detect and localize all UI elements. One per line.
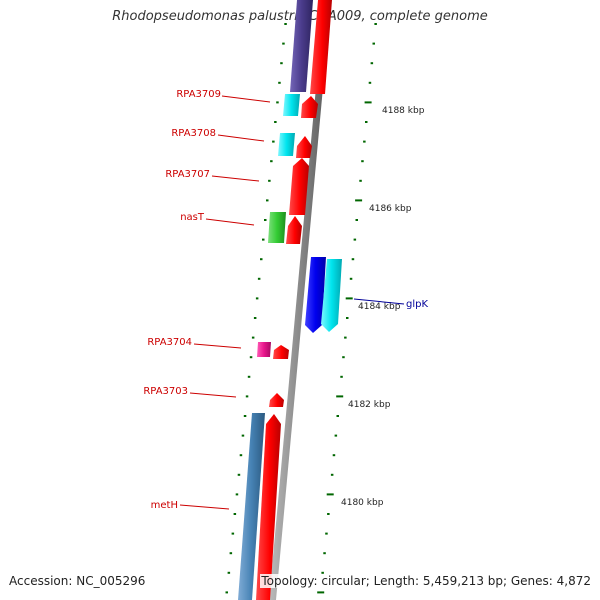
- tick-label-4182: 4182 kbp: [348, 400, 391, 410]
- accession-label: Accession: NC_005296: [9, 574, 146, 588]
- tick-label-4180: 4180 kbp: [341, 498, 384, 508]
- gene-label-meth[interactable]: metH: [151, 500, 178, 511]
- topology-label: Topology: circular; Length: 5,459,213 bp…: [260, 574, 592, 588]
- gene-feature-cyan-glpk: [321, 259, 342, 332]
- gene-feature-cyan-rpa3709: [283, 94, 300, 116]
- cds-rpa3704: [273, 345, 289, 359]
- leader-line-glpk: [353, 298, 405, 305]
- leader-lines: [179, 95, 271, 510]
- cds-rpa3708: [296, 136, 312, 158]
- gene-label-rpa3703[interactable]: RPA3703: [143, 386, 188, 397]
- gene-label-rpa3708[interactable]: RPA3708: [171, 128, 216, 139]
- cds-top: [310, 0, 332, 94]
- cds-rpa3709: [301, 96, 318, 118]
- tick-label-4184: 4184 kbp: [358, 302, 401, 312]
- scale-ticks: [225, 23, 377, 594]
- tick-label-4186: 4186 kbp: [369, 204, 412, 214]
- cds-rpa3703: [269, 393, 284, 407]
- gene-feature-cyan-rpa3708: [278, 133, 295, 156]
- cds-meth: [256, 414, 281, 600]
- gene-feature-purple: [290, 0, 313, 92]
- gene-label-glpk[interactable]: glpK: [406, 299, 428, 310]
- gene-label-rpa3704[interactable]: RPA3704: [147, 337, 192, 348]
- gene-feature-blue-glpk: [305, 257, 326, 333]
- gene-label-rpa3707[interactable]: RPA3707: [165, 169, 210, 180]
- gene-label-rpa3709[interactable]: RPA3709: [176, 89, 221, 100]
- tick-label-4188: 4188 kbp: [382, 106, 425, 116]
- cds-nast: [286, 216, 302, 244]
- gene-feature-steel-meth: [238, 413, 265, 600]
- gene-label-nast[interactable]: nasT: [180, 212, 205, 223]
- gene-feature-magenta-rpa3704: [257, 342, 271, 357]
- cds-rpa3707: [289, 158, 309, 215]
- gene-feature-green-nast: [268, 212, 286, 243]
- genome-backbone: [269, 0, 331, 600]
